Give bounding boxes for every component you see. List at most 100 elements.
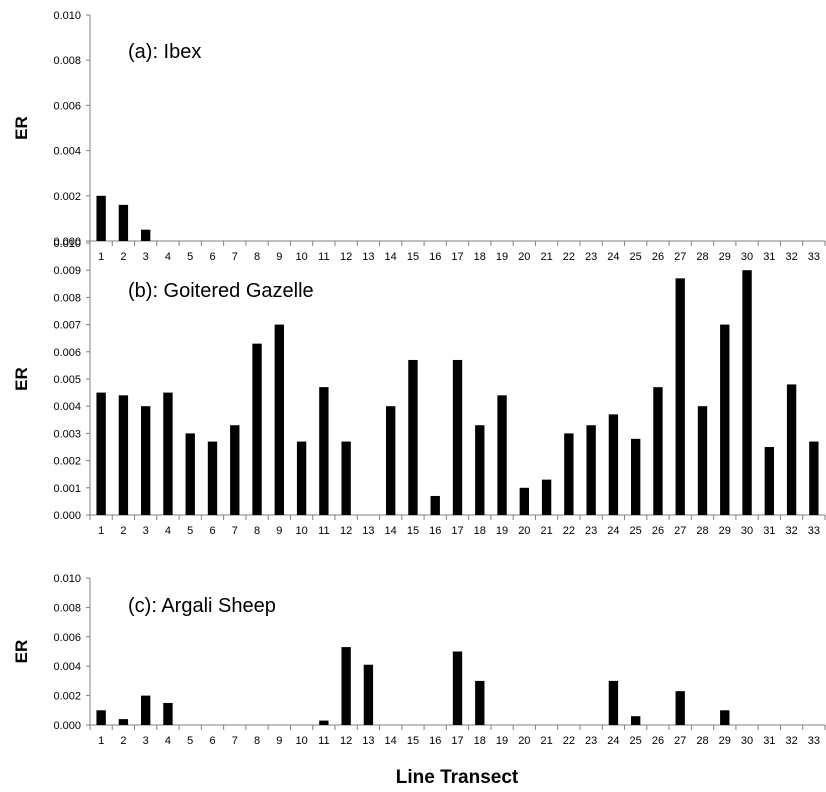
x-tick-label: 1 (98, 251, 104, 263)
x-tick-label: 18 (474, 735, 486, 747)
x-tick-label: 18 (474, 525, 486, 537)
bar (296, 441, 307, 515)
bar (319, 720, 329, 725)
x-tick-label: 30 (741, 251, 753, 263)
bar (274, 324, 284, 515)
panel-title: (c): Argali Sheep (128, 595, 276, 617)
x-tick-label: 7 (232, 251, 238, 263)
x-tick-label: 2 (120, 525, 126, 537)
bar (720, 324, 730, 515)
bar (252, 343, 262, 515)
x-tick-label: 13 (362, 735, 374, 747)
x-tick-label: 18 (474, 251, 486, 263)
x-tick-label: 15 (407, 735, 419, 747)
y-tick-label: 0.006 (53, 100, 81, 112)
bar (408, 359, 418, 515)
y-axis-title: ER (12, 116, 31, 140)
x-tick-label: 5 (187, 251, 193, 263)
bar (163, 392, 173, 515)
x-tick-label: 31 (763, 525, 775, 537)
x-tick-label: 24 (607, 525, 619, 537)
x-tick-label: 12 (340, 251, 352, 263)
bar (341, 647, 351, 725)
x-tick-label: 15 (407, 525, 419, 537)
x-tick-label: 7 (232, 525, 238, 537)
x-tick-label: 22 (563, 735, 575, 747)
x-tick-label: 3 (143, 525, 149, 537)
x-tick-label: 28 (696, 735, 708, 747)
x-tick-label: 26 (652, 735, 664, 747)
bar (519, 487, 529, 515)
y-tick-label: 0.001 (53, 483, 81, 495)
x-tick-label: 12 (340, 735, 352, 747)
y-tick-label: 0.005 (53, 374, 81, 386)
x-tick-label: 4 (165, 251, 171, 263)
bar (386, 406, 396, 515)
x-tick-label: 9 (276, 251, 282, 263)
bar (96, 195, 106, 241)
y-tick-label: 0.002 (53, 456, 81, 468)
bar (118, 719, 129, 725)
bar (319, 387, 329, 515)
bar (541, 479, 552, 515)
x-tick-label: 1 (98, 525, 104, 537)
x-tick-label: 31 (763, 251, 775, 263)
x-tick-label: 17 (451, 735, 463, 747)
x-tick-label: 17 (451, 251, 463, 263)
x-tick-label: 15 (407, 251, 419, 263)
bar (96, 710, 106, 725)
bar (452, 359, 463, 515)
x-tick-label: 23 (585, 251, 597, 263)
bar (631, 716, 641, 725)
x-tick-label: 16 (429, 251, 441, 263)
x-tick-label: 23 (585, 735, 597, 747)
x-tick-label: 29 (719, 251, 731, 263)
bar (586, 425, 596, 515)
x-tick-label: 10 (295, 735, 307, 747)
x-tick-label: 3 (143, 251, 149, 263)
x-tick-label: 2 (120, 251, 126, 263)
x-tick-label: 22 (563, 525, 575, 537)
x-tick-label: 1 (98, 735, 104, 747)
bar (163, 702, 173, 725)
y-tick-label: 0.002 (53, 191, 81, 203)
x-tick-label: 9 (276, 735, 282, 747)
x-tick-label: 19 (496, 251, 508, 263)
x-tick-label: 2 (120, 735, 126, 747)
bar (742, 270, 752, 515)
bar (697, 406, 708, 515)
x-tick-label: 5 (187, 735, 193, 747)
bar (653, 387, 663, 515)
x-tick-label: 25 (630, 735, 642, 747)
y-tick-label: 0.000 (53, 720, 81, 732)
x-tick-label: 11 (318, 735, 329, 747)
bar (207, 441, 218, 515)
x-tick-label: 23 (585, 525, 597, 537)
x-tick-label: 6 (209, 735, 215, 747)
x-tick-label: 8 (254, 251, 260, 263)
x-tick-label: 11 (318, 251, 329, 263)
x-tick-label: 32 (785, 735, 797, 747)
y-axis-title: ER (12, 640, 31, 664)
x-tick-label: 14 (385, 735, 397, 747)
x-tick-label: 25 (630, 525, 642, 537)
x-tick-label: 21 (540, 735, 552, 747)
bar (786, 384, 797, 515)
x-tick-label: 21 (540, 251, 552, 263)
x-tick-label: 16 (429, 525, 441, 537)
y-tick-label: 0.010 (53, 10, 81, 22)
y-tick-label: 0.006 (53, 347, 81, 359)
x-tick-label: 8 (254, 525, 260, 537)
bar (809, 441, 819, 515)
bar (141, 229, 151, 241)
x-tick-label: 22 (563, 251, 575, 263)
bar (230, 425, 240, 515)
y-tick-label: 0.008 (53, 55, 81, 67)
bar (141, 695, 151, 725)
x-tick-label: 6 (209, 251, 215, 263)
x-axis-title: Line Transect (396, 767, 519, 788)
x-tick-label: 24 (607, 735, 619, 747)
